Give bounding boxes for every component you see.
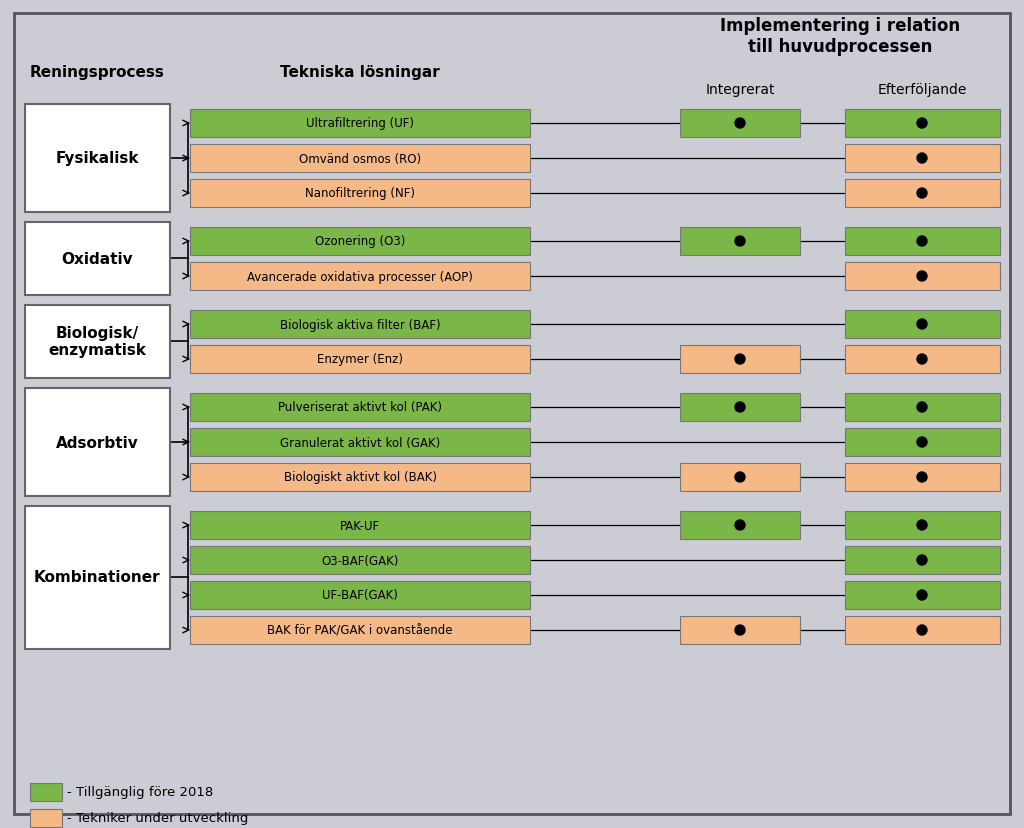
Bar — [25, 223, 170, 296]
Circle shape — [918, 354, 927, 364]
Text: O3-BAF(GAK): O3-BAF(GAK) — [322, 554, 398, 567]
Text: Reningsprocess: Reningsprocess — [30, 65, 165, 79]
Circle shape — [918, 556, 927, 566]
Bar — [845, 546, 1000, 575]
Text: Pulveriserat aktivt kol (PAK): Pulveriserat aktivt kol (PAK) — [278, 401, 442, 414]
Bar — [680, 512, 800, 539]
Text: PAK-UF: PAK-UF — [340, 519, 380, 532]
Bar — [680, 393, 800, 421]
Text: - Tillgänglig före 2018: - Tillgänglig före 2018 — [67, 786, 213, 798]
Bar — [845, 110, 1000, 137]
Circle shape — [918, 154, 927, 164]
Bar — [845, 228, 1000, 256]
Bar — [25, 105, 170, 213]
Bar — [845, 464, 1000, 491]
Circle shape — [735, 354, 745, 364]
Text: Ozonering (O3): Ozonering (O3) — [314, 235, 406, 248]
Circle shape — [918, 437, 927, 447]
Bar — [680, 345, 800, 373]
Bar — [190, 428, 530, 456]
Text: Efterföljande: Efterföljande — [878, 83, 967, 97]
Circle shape — [918, 520, 927, 531]
Text: Integrerat: Integrerat — [706, 83, 775, 97]
Text: Fysikalisk: Fysikalisk — [55, 152, 138, 166]
Bar — [25, 388, 170, 497]
Bar — [190, 512, 530, 539]
Text: Biologisk/
enzymatisk: Biologisk/ enzymatisk — [48, 325, 146, 358]
Bar — [845, 616, 1000, 644]
Text: Granulerat aktivt kol (GAK): Granulerat aktivt kol (GAK) — [280, 436, 440, 449]
Text: BAK för PAK/GAK i ovanstående: BAK för PAK/GAK i ovanstående — [267, 623, 453, 637]
Bar — [190, 262, 530, 291]
Circle shape — [735, 402, 745, 412]
Text: Adsorbtiv: Adsorbtiv — [55, 435, 138, 450]
Bar — [190, 110, 530, 137]
Bar — [190, 393, 530, 421]
Circle shape — [918, 320, 927, 330]
Bar — [25, 507, 170, 649]
Circle shape — [918, 590, 927, 600]
Text: Tekniska lösningar: Tekniska lösningar — [281, 65, 440, 79]
Bar — [190, 345, 530, 373]
Bar — [845, 428, 1000, 456]
Bar — [190, 228, 530, 256]
Bar — [190, 310, 530, 339]
Bar — [845, 345, 1000, 373]
Bar — [30, 783, 62, 801]
Bar — [30, 809, 62, 827]
Bar — [845, 180, 1000, 208]
Text: Kombinationer: Kombinationer — [34, 570, 161, 585]
Circle shape — [735, 473, 745, 483]
Circle shape — [918, 237, 927, 247]
Bar — [190, 145, 530, 173]
Circle shape — [735, 119, 745, 129]
Text: Biologisk aktiva filter (BAF): Biologisk aktiva filter (BAF) — [280, 318, 440, 331]
Circle shape — [918, 625, 927, 635]
Text: Avancerade oxidativa processer (AOP): Avancerade oxidativa processer (AOP) — [247, 270, 473, 283]
Bar — [190, 581, 530, 609]
Circle shape — [918, 473, 927, 483]
Text: Ultrafiltrering (UF): Ultrafiltrering (UF) — [306, 118, 414, 130]
Bar — [845, 512, 1000, 539]
Text: - Tekniker under utveckling: - Tekniker under utveckling — [67, 811, 249, 825]
Text: Biologiskt aktivt kol (BAK): Biologiskt aktivt kol (BAK) — [284, 471, 436, 484]
Bar — [680, 110, 800, 137]
Bar — [845, 310, 1000, 339]
Bar — [680, 228, 800, 256]
Text: UF-BAF(GAK): UF-BAF(GAK) — [323, 589, 398, 602]
Circle shape — [918, 119, 927, 129]
Bar — [190, 464, 530, 491]
Circle shape — [735, 237, 745, 247]
Text: Implementering i relation
till huvudprocessen: Implementering i relation till huvudproc… — [720, 17, 961, 55]
Text: Enzymer (Enz): Enzymer (Enz) — [317, 353, 403, 366]
Text: Oxidativ: Oxidativ — [61, 251, 133, 266]
Bar — [845, 393, 1000, 421]
Bar — [190, 180, 530, 208]
Circle shape — [735, 625, 745, 635]
Circle shape — [918, 189, 927, 199]
Circle shape — [918, 402, 927, 412]
Bar — [680, 616, 800, 644]
Bar — [845, 581, 1000, 609]
Bar — [190, 546, 530, 575]
Circle shape — [735, 520, 745, 531]
Bar — [25, 306, 170, 378]
Text: Omvänd osmos (RO): Omvänd osmos (RO) — [299, 152, 421, 166]
Bar — [190, 616, 530, 644]
Text: Nanofiltrering (NF): Nanofiltrering (NF) — [305, 187, 415, 200]
Bar — [680, 464, 800, 491]
Circle shape — [918, 272, 927, 282]
Bar — [845, 145, 1000, 173]
Bar — [845, 262, 1000, 291]
